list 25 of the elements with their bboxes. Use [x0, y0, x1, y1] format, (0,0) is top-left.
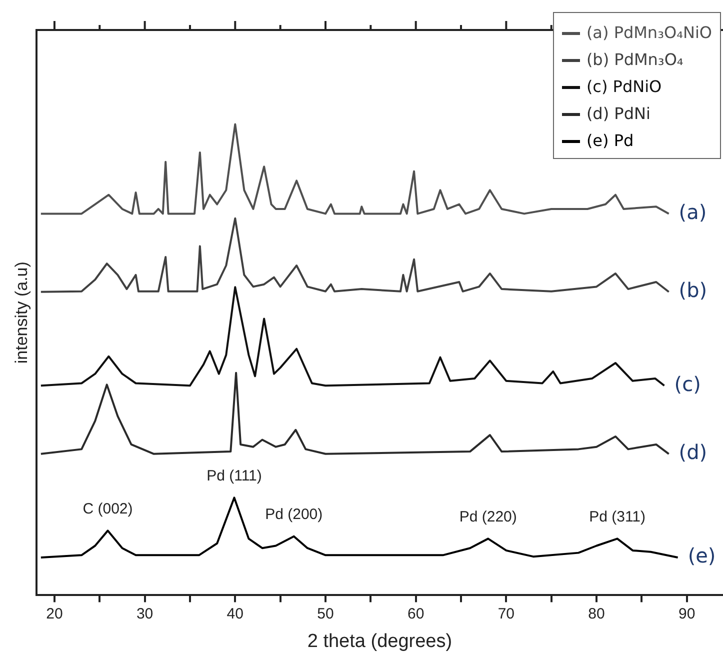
annotation: (b) — [678, 278, 708, 302]
x-tick-label: 70 — [498, 605, 515, 622]
legend-label: (c) PdNiO — [586, 77, 662, 96]
annotation: Pd (311) — [589, 508, 646, 526]
x-tick-label: 30 — [136, 605, 154, 622]
annotation: Pd (220) — [459, 508, 517, 526]
x-tick-label: 50 — [317, 605, 334, 622]
x-axis-title: 2 theta (degrees) — [307, 630, 452, 652]
annotation: (d) — [678, 440, 708, 464]
x-tick-label: 90 — [678, 605, 696, 622]
legend-label: (d) PdNi — [586, 104, 650, 123]
x-tick-label: 80 — [588, 605, 605, 622]
annotation: (e) — [688, 544, 716, 568]
annotation: (c) — [674, 372, 701, 396]
annotation: (a) — [678, 200, 707, 224]
annotation: Pd (200) — [265, 506, 323, 523]
annotation: C (002) — [82, 500, 133, 518]
x-tick-label: 20 — [46, 605, 63, 622]
x-tick-label: 60 — [407, 605, 424, 622]
legend-label: (a) PdMn₃O₄NiO — [586, 23, 712, 42]
annotation: Pd (111) — [206, 467, 262, 484]
legend-label: (b) PdMn₃O₄ — [586, 50, 684, 69]
x-tick-label: 40 — [226, 605, 244, 622]
legend-label: (e) Pd — [586, 131, 634, 150]
y-axis-title: intensity (a.u) — [12, 262, 31, 364]
